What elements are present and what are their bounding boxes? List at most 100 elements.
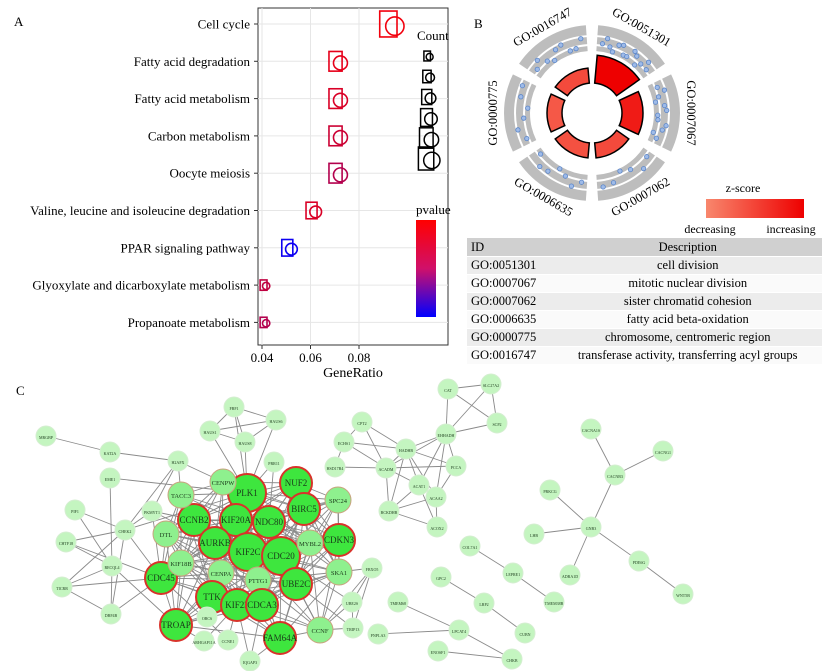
point-circle	[309, 205, 323, 219]
gene-point	[607, 44, 613, 50]
network-node: MRGBP	[35, 425, 57, 447]
term-description: sister chromatid cohesion	[553, 292, 822, 311]
network-node: ECHS1	[333, 431, 355, 453]
node-circle	[426, 516, 448, 538]
network-node: COL7A1	[459, 535, 481, 557]
node-circle	[559, 564, 581, 586]
network-edge	[45, 435, 111, 453]
gene-point	[562, 173, 569, 179]
network-node: CHKB	[501, 648, 523, 670]
category-label: Propanoate metabolism	[128, 315, 250, 330]
network-edge	[377, 629, 460, 635]
node-label: ACAA2	[429, 496, 442, 501]
network-node: IQGAP3	[239, 650, 261, 671]
gene-point	[631, 62, 638, 68]
node-label: TACC3	[171, 493, 191, 500]
node-circle	[459, 535, 481, 557]
network-edge	[209, 419, 277, 432]
network-edge	[437, 650, 513, 660]
node-circle	[580, 516, 602, 538]
network-node: PCCA	[445, 455, 467, 477]
count-legend-circle	[423, 111, 438, 127]
count-legend-circle	[425, 52, 434, 62]
pvalue-legend-title: pvalue	[416, 202, 451, 217]
kegg-dot-plot: 0.04 0.06 0.08 Cell cycle Fatty acid degrada…	[30, 7, 451, 380]
node-label: ACOX2	[430, 526, 443, 531]
gene-point	[544, 58, 550, 64]
node-label: ARHGAP11A	[192, 640, 215, 645]
gene-point	[534, 66, 540, 72]
gene-point	[617, 168, 623, 174]
node-label: MRGBP	[39, 435, 54, 440]
node-label: CUBN	[519, 632, 530, 637]
network-node: CENPW	[209, 468, 237, 496]
gene-point	[605, 36, 611, 42]
node-label: H2AFX	[172, 460, 185, 465]
go-term-table: ID Description GO:0051301 cell division GO…	[467, 238, 822, 364]
node-label: CACNA1S	[582, 428, 600, 433]
node-label: HSD17B4	[327, 466, 344, 471]
point-square	[259, 279, 268, 292]
count-legend-square	[420, 88, 433, 106]
node-circle	[425, 486, 447, 508]
network-node: CENPA	[207, 559, 235, 587]
network-edge	[385, 465, 457, 469]
category-label: Glyoxylate and dicarboxylate metabolism	[32, 278, 250, 293]
point-square	[259, 316, 268, 329]
gene-point	[655, 117, 661, 123]
node-label: PNPLA3	[371, 633, 386, 638]
zscore-high-label: increasing	[766, 222, 815, 236]
panel-label-b: B	[474, 16, 483, 31]
network-node: PRR11	[263, 451, 285, 473]
node-label: HAUS8	[239, 441, 252, 446]
node-circle	[427, 640, 449, 662]
node-circle	[325, 558, 353, 586]
node-circle	[523, 523, 545, 545]
node-circle	[159, 608, 193, 642]
pvalue-colorbar	[416, 220, 436, 317]
point-square	[328, 125, 343, 147]
node-label: CHEK2	[119, 529, 132, 534]
network-node: TMEM68	[387, 591, 409, 613]
network-node: LHB	[523, 523, 545, 545]
point-circle	[332, 92, 349, 109]
data-point	[328, 162, 349, 184]
gene-point	[653, 135, 659, 141]
node-circle	[324, 456, 346, 478]
node-label: CHKB	[506, 658, 517, 663]
node-label: CACNB3	[607, 474, 623, 479]
network-node: EHHADH	[435, 423, 457, 445]
data-point	[280, 238, 299, 257]
gene-point	[515, 127, 521, 133]
node-circle	[514, 622, 536, 644]
node-label: UBE2S	[346, 601, 358, 606]
node-circle	[652, 440, 674, 462]
node-circle	[473, 592, 495, 614]
network-node: KIF2C	[228, 532, 268, 572]
term-description: transferase activity, transferring acyl …	[553, 346, 822, 364]
node-circle	[167, 549, 195, 577]
gene-point	[643, 67, 649, 73]
node-circle	[51, 576, 73, 598]
node-circle	[99, 467, 121, 489]
node-circle	[324, 486, 352, 514]
x-tick-label: 0.08	[348, 350, 371, 365]
node-label: PRR11	[268, 461, 279, 466]
category-label: Oocyte meiosis	[169, 166, 250, 181]
zscore-colorbar	[706, 199, 804, 218]
network-node: AURKB	[198, 526, 232, 560]
network-node: TRIP13	[342, 617, 364, 639]
node-circle	[351, 411, 373, 433]
node-circle	[193, 630, 215, 652]
category-label: PPAR signaling pathway	[120, 240, 250, 255]
network-node: CACNA1S	[580, 418, 602, 440]
node-circle	[217, 629, 239, 651]
node-label: MYBL2	[299, 541, 321, 548]
node-circle	[35, 425, 57, 447]
node-label: DBF4B	[105, 613, 118, 618]
node-label: PIF1	[71, 509, 79, 514]
network-edge	[109, 477, 113, 567]
gene-point	[521, 115, 527, 121]
node-label: CCNF	[312, 628, 329, 635]
node-circle	[263, 451, 285, 473]
